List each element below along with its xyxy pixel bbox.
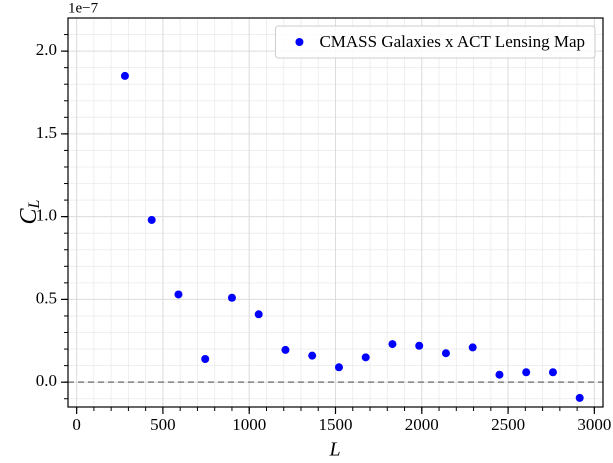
x-tick-label: 3000 (577, 415, 611, 434)
y-axis-label-group: CL (16, 199, 43, 224)
point (548, 368, 557, 377)
point (120, 71, 129, 80)
x-tick-label: 1000 (232, 415, 266, 434)
point (254, 310, 263, 319)
point (334, 363, 343, 372)
y-offset-label: 1e−7 (68, 0, 99, 16)
y-tick-label: 1.5 (36, 123, 57, 142)
legend: CMASS Galaxies x ACT Lensing Map (274, 25, 596, 59)
plot-frame (67, 17, 604, 408)
point (281, 345, 290, 354)
point (308, 351, 317, 360)
x-tick-label: 1500 (319, 415, 353, 434)
point (495, 370, 504, 379)
point (522, 368, 531, 377)
x-tick-label: 0 (72, 415, 81, 434)
y-tick-label: 1.0 (36, 206, 57, 225)
point (468, 343, 477, 352)
y-tick-label: 0.5 (36, 288, 57, 307)
point (415, 341, 424, 350)
y-axis-label-subscript: L (26, 199, 43, 209)
legend-box (274, 25, 596, 59)
point (441, 349, 450, 358)
x-axis-label: L (328, 439, 340, 461)
point (227, 293, 236, 302)
y-axis-label: C (16, 207, 42, 224)
legend-label: CMASS Galaxies x ACT Lensing Map (319, 32, 585, 51)
x-tick-label: 2000 (405, 415, 439, 434)
y-tick-label: 0.0 (36, 371, 57, 390)
legend-marker (295, 38, 304, 46)
point (201, 354, 210, 363)
point (575, 393, 584, 402)
point (388, 340, 397, 349)
point (147, 215, 156, 224)
x-tick-label: 2500 (491, 415, 525, 434)
point (174, 290, 183, 299)
point (361, 353, 370, 362)
x-tick-label: 500 (150, 415, 176, 434)
svg-text:CL: CL (16, 199, 43, 224)
y-tick-label: 2.0 (36, 40, 57, 59)
